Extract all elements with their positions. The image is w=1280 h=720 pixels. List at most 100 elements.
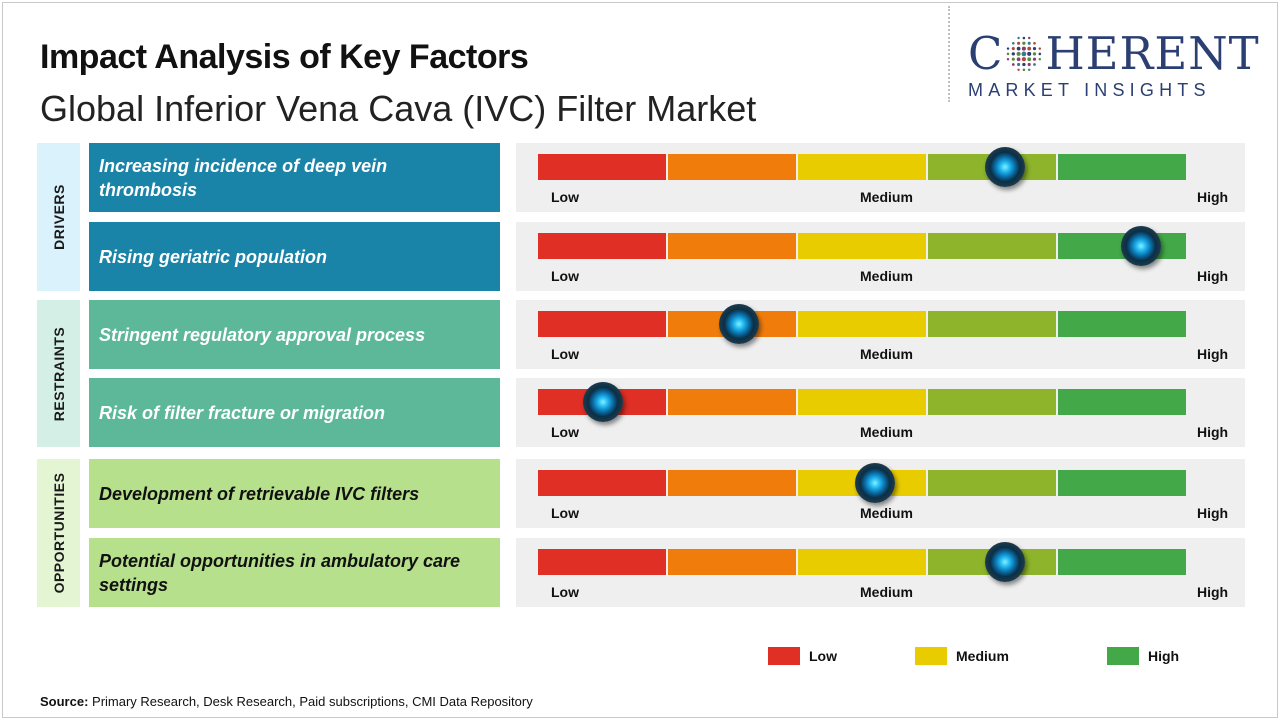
gauge-segment	[538, 154, 666, 180]
impact-gauge	[538, 549, 1186, 575]
gauge-segment	[1058, 389, 1186, 415]
scale-label-high: High	[1197, 505, 1229, 521]
gauge-segment	[1058, 470, 1186, 496]
logo-dot	[1028, 36, 1031, 40]
logo-dot	[1038, 52, 1042, 56]
factor-label: Stringent regulatory approval process	[89, 300, 500, 369]
logo-dot	[1033, 63, 1037, 66]
impact-gauge	[538, 154, 1186, 180]
gauge-segment	[798, 154, 926, 180]
logo-dot	[1017, 36, 1021, 40]
factor-label: Rising geriatric population	[89, 222, 500, 291]
impact-gauge	[538, 389, 1186, 415]
logo-dot	[1012, 52, 1016, 56]
category-drivers: DRIVERS	[37, 143, 80, 291]
gauge-segment	[668, 389, 796, 415]
legend-label-medium: Medium	[956, 648, 1009, 664]
logo-dot	[1023, 36, 1026, 40]
gauge-segment	[538, 549, 666, 575]
source-note: Source: Primary Research, Desk Research,…	[40, 694, 533, 709]
logo-dot	[1022, 62, 1027, 67]
legend-label-high: High	[1148, 648, 1180, 664]
logo-dot	[1017, 46, 1021, 51]
logo-dot	[1027, 46, 1032, 51]
logo-tagline: MARKET INSIGHTS	[968, 80, 1211, 100]
logo-dot	[1022, 41, 1026, 45]
impact-marker	[984, 147, 1025, 187]
factor-label: Development of retrievable IVC filters	[89, 459, 500, 528]
logo-dot	[1017, 68, 1021, 72]
impact-marker	[854, 463, 895, 503]
gauge-segment	[928, 311, 1056, 337]
category-label: OPPORTUNITIES	[50, 472, 67, 594]
scale-label-medium: Medium	[860, 189, 913, 205]
source-label: Source:	[40, 694, 89, 709]
scale-label-low: Low	[551, 189, 579, 205]
gauge-segment	[668, 154, 796, 180]
gauge-segment	[928, 389, 1056, 415]
logo-wordmark: C HERENT	[968, 30, 1268, 78]
scale-label-high: High	[1197, 584, 1229, 600]
logo-dot	[1022, 46, 1027, 51]
scale-label-medium: Medium	[860, 346, 913, 362]
logo-dot	[1021, 51, 1027, 57]
impact-marker	[1120, 226, 1161, 266]
logo-dot	[1027, 57, 1032, 62]
gauge-segment	[798, 233, 926, 259]
logo-dot	[1007, 47, 1010, 50]
logo-dot	[1033, 41, 1037, 45]
logo-dot	[1012, 47, 1016, 51]
gauge-segment	[668, 233, 796, 259]
logo-dot	[1017, 41, 1021, 45]
logo-dot	[1039, 47, 1042, 50]
company-logo: C HERENT MARKET INSIGHTS	[968, 30, 1268, 101]
factor-label: Risk of filter fracture or migration	[89, 378, 500, 447]
logo-dot	[1007, 52, 1010, 56]
gauge-segment	[1058, 311, 1186, 337]
gauge-segment	[538, 233, 666, 259]
logo-dot	[1007, 57, 1010, 61]
gauge-segment	[668, 549, 796, 575]
impact-gauge	[538, 311, 1186, 337]
logo-letter-c: C	[968, 27, 1004, 80]
gauge-segment	[538, 470, 666, 496]
scale-label-medium: Medium	[860, 505, 913, 521]
impact-marker	[718, 304, 759, 344]
gauge-segment	[538, 311, 666, 337]
logo-letters-herent: HERENT	[1045, 27, 1260, 80]
legend-swatch-medium	[915, 647, 947, 665]
page-subtitle: Global Inferior Vena Cava (IVC) Filter M…	[40, 88, 757, 129]
legend-swatch-high	[1107, 647, 1139, 665]
scale-label-high: High	[1197, 268, 1229, 284]
gauge-segment	[798, 549, 926, 575]
gauge-segment	[668, 470, 796, 496]
legend-label-low: Low	[809, 648, 837, 664]
logo-dot	[1028, 62, 1032, 67]
scale-label-low: Low	[551, 268, 579, 284]
logo-dot	[1017, 57, 1021, 62]
scale-label-low: Low	[551, 424, 579, 440]
logo-dot	[1022, 57, 1027, 62]
page-title: Impact Analysis of Key Factors	[40, 38, 529, 76]
category-label: DRIVERS	[50, 184, 67, 250]
logo-dot	[1023, 68, 1026, 72]
scale-label-medium: Medium	[860, 424, 913, 440]
logo-dot	[1028, 68, 1031, 72]
impact-marker	[984, 542, 1025, 582]
source-text: Primary Research, Desk Research, Paid su…	[88, 694, 533, 709]
scale-label-high: High	[1197, 346, 1229, 362]
logo-dot	[1012, 41, 1016, 45]
header-divider	[948, 6, 950, 102]
scale-label-low: Low	[551, 346, 579, 362]
scale-label-medium: Medium	[860, 584, 913, 600]
legend-swatch-low	[768, 647, 800, 665]
logo-dot	[1017, 62, 1021, 67]
logo-dot	[1012, 63, 1016, 66]
logo-dot	[1033, 47, 1037, 51]
scale-label-high: High	[1197, 189, 1229, 205]
globe-dots-icon	[1007, 36, 1042, 72]
impact-gauge	[538, 233, 1186, 259]
gauge-segment	[798, 311, 926, 337]
logo-dot	[1028, 41, 1032, 45]
